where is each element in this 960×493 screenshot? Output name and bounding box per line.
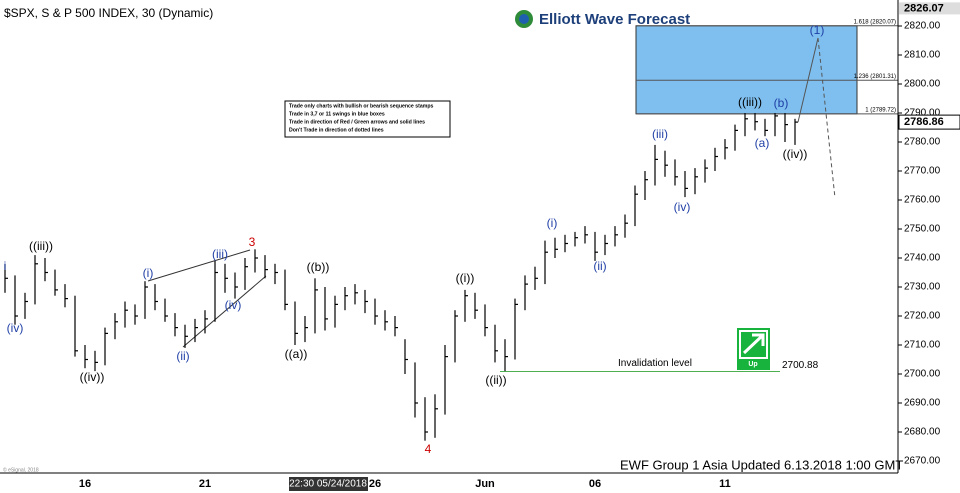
- y-tick-label: 2670.00: [904, 456, 941, 467]
- wave-label: (i): [143, 266, 154, 280]
- logo-text: Elliott Wave Forecast: [539, 11, 690, 28]
- last-price-label: 2786.86: [904, 116, 944, 128]
- rule-text: Trade in direction of Red / Green arrows…: [289, 119, 425, 125]
- y-tick-label: 2820.00: [904, 21, 941, 32]
- wave-label: (i): [547, 216, 558, 230]
- wave-label: ((iii)): [738, 95, 762, 109]
- x-tick-label: 11: [719, 478, 731, 490]
- fib-label: 1.236 (2801.31): [854, 74, 896, 80]
- wave-label: ((iii)): [29, 239, 53, 253]
- rules-frame: [284, 100, 451, 138]
- wave-label: 4: [425, 442, 432, 456]
- wave-label: (iii): [652, 127, 668, 141]
- wave-label: (ii): [176, 349, 189, 363]
- y-tick-label: 2760.00: [904, 195, 941, 206]
- channel-line: [182, 275, 267, 348]
- wave-label: (b): [774, 96, 789, 110]
- chart-title: $SPX, S & P 500 INDEX, 30 (Dynamic): [4, 6, 213, 20]
- y-tick-label: 2710.00: [904, 340, 941, 351]
- range-high-label: 2826.07: [904, 2, 944, 14]
- wave-label: (iii): [212, 247, 228, 261]
- wave-label: (1): [810, 23, 825, 37]
- wave-label: (a): [755, 136, 770, 150]
- x-tick-label: 21: [199, 478, 211, 490]
- footer: EWF Group 1 Asia Updated 6.13.2018 1:00 …: [620, 457, 903, 472]
- rule-text: Don't Trade in direction of dotted lines: [289, 127, 384, 133]
- wave-label: (iv): [7, 321, 24, 335]
- y-tick-label: 2700.00: [904, 369, 941, 380]
- wave-label: ((b)): [307, 260, 330, 274]
- invalidation-value: 2700.88: [782, 360, 819, 371]
- crosshair-label: 22:30 05/24/2018: [289, 479, 367, 490]
- wave-label: ((iv)): [783, 147, 808, 161]
- fib-label: 1.618 (2820.07): [854, 19, 896, 25]
- logo: Elliott Wave Forecast: [515, 10, 690, 28]
- y-tick-label: 2720.00: [904, 311, 941, 322]
- plot-area: 1.618 (2820.07) 1.236 (2801.31) 1 (2789.72…: [4, 19, 898, 441]
- wave-label: i: [4, 259, 7, 273]
- wave-label: ((i)): [456, 271, 475, 285]
- signal-frame: [739, 330, 768, 359]
- rules-box: Trade only charts with bullish or bearis…: [284, 100, 451, 138]
- wave-label: ((iv)): [80, 370, 105, 384]
- signal-label: Up: [748, 361, 757, 368]
- y-tick-label: 2740.00: [904, 253, 941, 264]
- signal-icon: Up: [737, 328, 770, 370]
- crosshair-box: [289, 477, 368, 491]
- wave-label: ((ii)): [485, 373, 506, 387]
- wave-label: ((a)): [285, 347, 308, 361]
- logo-icon-inner: [519, 14, 529, 24]
- invalidation-label: Invalidation level: [618, 358, 692, 369]
- signal-arrow: [742, 333, 765, 355]
- projection-dashed: [817, 37, 836, 199]
- wave-label: (ii): [593, 259, 606, 273]
- source: © eSignal, 2018: [3, 466, 39, 473]
- x-tick-label: 26: [369, 478, 381, 490]
- x-tick-label: 06: [589, 478, 601, 490]
- last-price-box: [898, 114, 960, 130]
- y-tick-label: 2730.00: [904, 282, 941, 293]
- projection: [797, 37, 819, 123]
- y-tick-label: 2680.00: [904, 427, 941, 438]
- x-tick-label: 16: [79, 478, 91, 490]
- target-box: [635, 25, 858, 115]
- fib-label: 1 (2789.72): [865, 107, 896, 113]
- y-tick-label: 2800.00: [904, 79, 941, 90]
- y-tick-label: 2790.00: [904, 108, 941, 119]
- y-tick-label: 2780.00: [904, 137, 941, 148]
- y-tick-label: 2690.00: [904, 398, 941, 409]
- wave-label: (iv): [674, 200, 691, 214]
- wave-label: (iv): [225, 298, 242, 312]
- x-tick-label: Jun: [475, 478, 495, 490]
- wave-label: 3: [249, 235, 256, 249]
- channel-line: [147, 249, 251, 282]
- y-tick-label: 2810.00: [904, 50, 941, 61]
- y-tick-label: 2770.00: [904, 166, 941, 177]
- rule-text: Trade in 3,7 or 11 swings in blue boxes: [289, 111, 385, 117]
- y-tick-label: 2750.00: [904, 224, 941, 235]
- rule-text: Trade only charts with bullish or bearis…: [289, 103, 434, 109]
- range-high-box: [899, 2, 960, 15]
